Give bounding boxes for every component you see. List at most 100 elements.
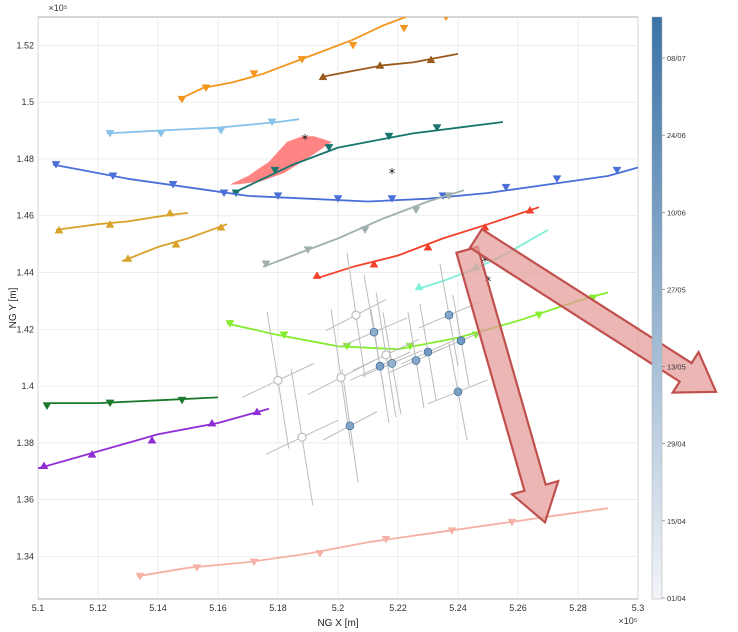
series-marker (105, 220, 115, 228)
x-tick-label: 5.22 (389, 603, 407, 613)
y-axis: 1.34 1.36 1.38 1.4 1.42 1.44 1.46 1.48 1.5 1.52 (16, 40, 34, 561)
x-tick-label: 5.26 (509, 603, 527, 613)
star-marker: * (389, 167, 396, 182)
series-marker (54, 225, 64, 234)
series-line (322, 53, 459, 78)
series-marker (177, 396, 187, 405)
x-tick-label: 5.1 (32, 603, 45, 613)
series-marker (123, 254, 133, 262)
series-marker (312, 271, 322, 279)
series-marker (249, 558, 259, 567)
colorbar-tick-label: 01/04 (667, 594, 686, 603)
series-marker (318, 72, 328, 81)
y-tick-label: 1.52 (16, 40, 34, 50)
series-marker (444, 192, 454, 200)
series-marker (168, 181, 178, 189)
series-marker (171, 240, 181, 248)
series-marker (315, 550, 325, 558)
series-marker (273, 192, 283, 200)
y-tick-label: 1.5 (21, 97, 34, 107)
series-marker (375, 61, 385, 69)
series-marker (369, 259, 379, 268)
star-marker: * (482, 255, 489, 270)
series-marker (387, 195, 397, 203)
series-marker (105, 399, 115, 408)
colorbar-tick-label: 15/04 (667, 517, 686, 526)
y-tick-label: 1.46 (16, 211, 34, 221)
solid-point (387, 359, 397, 368)
y-tick-label: 1.38 (16, 438, 34, 448)
series-marker (105, 129, 115, 138)
series-marker (267, 118, 277, 127)
series-marker (552, 175, 562, 183)
series-marker (216, 127, 226, 135)
x-tick-label: 5.28 (569, 603, 587, 613)
y-tick-label: 1.44 (16, 268, 34, 278)
y-tick-label: 1.4 (21, 381, 34, 391)
series-marker (252, 407, 262, 416)
series-group (38, 17, 638, 581)
series-marker (147, 435, 157, 444)
series-marker (39, 461, 49, 470)
y-tick-label: 1.34 (16, 551, 34, 561)
series-marker (270, 166, 280, 175)
solid-point (453, 387, 463, 397)
y-tick-label: 1.42 (16, 324, 34, 334)
series-marker (381, 535, 391, 544)
series-marker (297, 56, 307, 64)
series-marker (303, 246, 313, 254)
series-marker (414, 282, 424, 291)
y-tick-label: 1.48 (16, 154, 34, 164)
series-marker (348, 41, 358, 50)
series-line (178, 17, 409, 101)
series-marker (525, 205, 535, 214)
open-point (336, 372, 346, 383)
y-axis-label: NG Y [m] (8, 287, 19, 328)
colorbar-tick-label: 29/04 (667, 440, 686, 449)
open-point (381, 350, 391, 360)
x-tick-label: 5.16 (209, 603, 227, 613)
series-marker (201, 84, 211, 93)
series-marker (51, 161, 61, 169)
star-marker: * (302, 133, 309, 148)
series-marker (156, 129, 166, 138)
solid-point (375, 361, 385, 371)
solid-point (444, 310, 454, 320)
colorbar-ticks: 08/07 24/06 10/06 27/05 13/05 29/04 15/04 01/04 (662, 54, 686, 603)
series-line (44, 396, 219, 404)
series-marker (87, 450, 97, 458)
series-marker (324, 144, 334, 152)
series-marker (219, 189, 229, 198)
series-marker (612, 166, 622, 175)
colorbar-tick-label: 13/05 (667, 363, 686, 372)
open-point (273, 375, 283, 385)
series-marker (423, 242, 433, 251)
x-tick-label: 5.2 (332, 603, 345, 613)
shaded-region (230, 136, 332, 185)
series-marker (384, 132, 394, 141)
series-line (232, 121, 504, 194)
series-marker (225, 320, 235, 328)
x-tick-label: 5.3 (632, 603, 645, 613)
open-point (297, 432, 307, 442)
series-marker (261, 260, 271, 269)
colorbar-tick-label: 10/06 (667, 208, 686, 217)
y-exponent-label: ×10⁵ (49, 3, 68, 13)
colorbar-tick-label: 27/05 (667, 285, 686, 294)
series-marker (207, 418, 217, 427)
series-marker (432, 124, 442, 132)
series-marker (42, 402, 52, 411)
series-marker (249, 70, 259, 78)
series-marker (192, 564, 202, 572)
x-axis: 5.1 5.12 5.14 5.16 5.18 5.2 5.22 5.24 5.26 5.28 5.… (32, 603, 645, 613)
series-marker (216, 222, 226, 231)
x-tick-label: 5.24 (449, 603, 467, 613)
solid-point (456, 336, 466, 345)
y-tick-label: 1.36 (16, 495, 34, 505)
series-line (262, 189, 465, 268)
solid-point (423, 347, 433, 357)
series-line (316, 206, 540, 280)
series-marker (360, 226, 370, 235)
solid-point (369, 327, 379, 337)
